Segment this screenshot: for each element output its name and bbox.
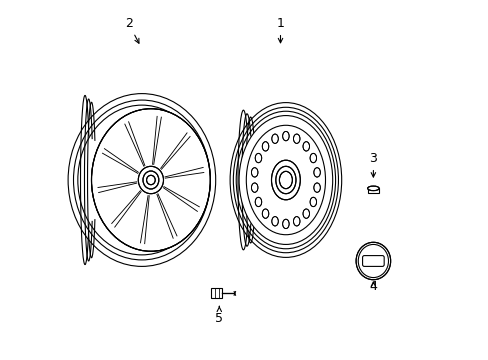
Ellipse shape: [313, 168, 320, 177]
Ellipse shape: [255, 153, 261, 163]
Ellipse shape: [313, 183, 320, 192]
Ellipse shape: [271, 217, 278, 226]
Text: 1: 1: [276, 17, 284, 43]
Ellipse shape: [271, 160, 300, 200]
Ellipse shape: [271, 134, 278, 143]
Ellipse shape: [367, 186, 378, 191]
Ellipse shape: [262, 142, 268, 151]
Text: 3: 3: [369, 152, 377, 177]
Ellipse shape: [91, 109, 210, 251]
Bar: [211, 288, 222, 298]
Ellipse shape: [146, 175, 155, 185]
FancyBboxPatch shape: [362, 256, 384, 266]
Ellipse shape: [255, 197, 261, 207]
Ellipse shape: [239, 116, 332, 244]
Ellipse shape: [303, 142, 309, 151]
Ellipse shape: [282, 219, 288, 229]
Bar: [367, 188, 378, 193]
Ellipse shape: [138, 166, 163, 194]
Ellipse shape: [355, 242, 390, 280]
Ellipse shape: [142, 171, 159, 189]
Ellipse shape: [251, 183, 257, 192]
Ellipse shape: [279, 171, 292, 189]
Text: 5: 5: [215, 306, 223, 325]
Ellipse shape: [293, 134, 299, 143]
Text: 4: 4: [369, 280, 377, 293]
Ellipse shape: [303, 209, 309, 218]
Text: 2: 2: [124, 17, 139, 43]
Ellipse shape: [309, 153, 316, 163]
Ellipse shape: [293, 217, 299, 226]
Ellipse shape: [309, 197, 316, 207]
Ellipse shape: [251, 168, 257, 177]
Ellipse shape: [262, 209, 268, 218]
Ellipse shape: [275, 166, 295, 194]
Ellipse shape: [282, 131, 288, 141]
